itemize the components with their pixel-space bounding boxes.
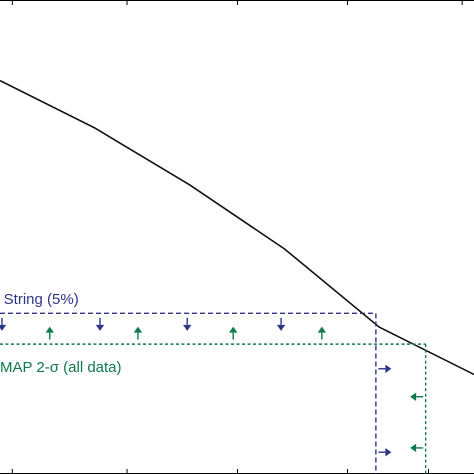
wmap-arrow-head	[410, 392, 417, 401]
string-arrow	[378, 447, 392, 457]
wmap-arrow	[229, 326, 238, 340]
wmap-arrow-head	[317, 326, 327, 333]
wmap-arrow	[410, 443, 424, 453]
wmap-arrow-head	[133, 326, 143, 333]
string-arrow	[0, 317, 7, 331]
string-arrow	[95, 317, 105, 331]
string-arrow	[276, 317, 286, 331]
wmap-arrow	[410, 392, 424, 401]
bounds-group	[0, 312, 427, 474]
string-arrow-head	[385, 447, 392, 457]
string-arrow-head	[183, 324, 192, 331]
string-bound-label: c String (5%)	[0, 291, 79, 308]
wmap-bound-label: MAP 2-σ (all data)	[0, 359, 122, 376]
wmap-arrow-head	[45, 326, 54, 333]
wmap-arrow-head	[229, 326, 238, 333]
wmap-arrow	[317, 326, 327, 340]
string-arrow	[183, 317, 192, 331]
wmap-arrow	[133, 326, 143, 340]
wmap-arrow-head	[410, 443, 417, 453]
model-curve-group	[0, 79, 474, 376]
string-arrow-head	[385, 364, 392, 373]
model-curve	[0, 79, 474, 376]
string-arrow-head	[95, 324, 105, 331]
string-arrow	[378, 364, 392, 373]
string-arrow-head	[0, 324, 7, 331]
wmap-arrow	[45, 326, 54, 340]
string-arrow-head	[276, 324, 286, 331]
